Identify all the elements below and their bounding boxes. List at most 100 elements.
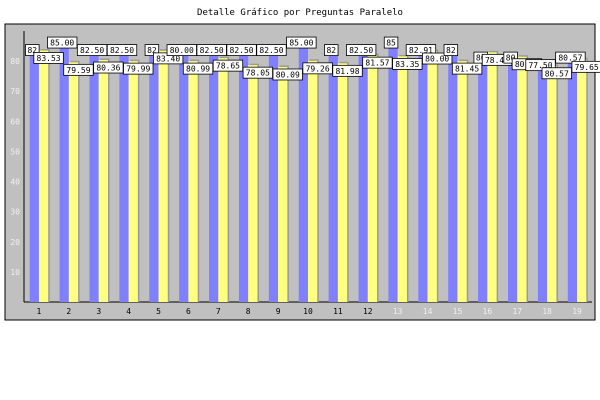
data-label-box xyxy=(212,59,244,72)
data-label-box xyxy=(451,62,483,75)
data-label-2-1: 83.53 xyxy=(37,54,61,63)
data-label-box xyxy=(503,51,518,64)
data-label-2-9: 80.09 xyxy=(276,70,300,79)
y-tick-label: 80 xyxy=(10,57,20,66)
data-label-1-10: 85.00 xyxy=(289,39,313,48)
y-tick-label: 20 xyxy=(10,238,20,247)
data-label-1-13: 85 xyxy=(386,39,396,48)
data-label-1-1: 82 xyxy=(27,46,37,55)
x-tick-label-5: 5 xyxy=(156,307,161,316)
data-label-box xyxy=(106,44,138,56)
bar-series-2-4 xyxy=(128,61,138,303)
data-label-1-6: 80.00 xyxy=(170,46,194,55)
data-label-1-2: 85.00 xyxy=(50,39,74,48)
data-label-box xyxy=(47,36,78,49)
data-label-1-5: 82 xyxy=(147,46,157,55)
data-label-2-5: 83.40 xyxy=(156,54,180,63)
bar-series-2-3 xyxy=(98,60,109,302)
data-label-box xyxy=(422,52,453,65)
x-tick-label-10: 10 xyxy=(303,307,313,316)
x-tick-label-3: 3 xyxy=(96,307,101,316)
x-tick-label-19: 19 xyxy=(572,307,582,316)
data-label-1-18: 77.50 xyxy=(528,61,552,70)
data-label-box xyxy=(332,64,363,77)
bar-series-2-14 xyxy=(427,51,437,302)
bar-series-1-16 xyxy=(478,61,488,302)
data-label-1-11: 82 xyxy=(326,46,336,55)
data-label-2-16: 78.45 xyxy=(485,56,509,65)
data-label-box xyxy=(571,60,600,73)
bar-series-2-10 xyxy=(308,60,318,302)
bar-series-1-12 xyxy=(358,53,368,303)
bar-series-2-2 xyxy=(68,62,79,302)
x-tick-label-17: 17 xyxy=(512,307,522,316)
x-tick-label-12: 12 xyxy=(363,307,373,316)
x-tick-label-13: 13 xyxy=(393,307,403,316)
data-label-2-15: 81.45 xyxy=(455,65,479,74)
data-label-2-7: 78.65 xyxy=(216,62,240,71)
data-label-1-12: 82.50 xyxy=(349,46,373,55)
bar-series-2-12 xyxy=(367,55,378,303)
bar-series-1-14 xyxy=(418,53,428,303)
bar-series-2-15 xyxy=(457,61,467,302)
x-tick-label-11: 11 xyxy=(333,307,343,316)
bar-series-2-7 xyxy=(218,58,228,302)
x-tick-label-18: 18 xyxy=(542,307,552,316)
data-label-box xyxy=(555,51,586,64)
y-tick-label: 30 xyxy=(10,208,20,217)
bar-series-1-13 xyxy=(388,46,398,302)
data-label-box xyxy=(272,68,303,81)
data-label-1-19: 80.57 xyxy=(558,54,582,63)
data-label-box xyxy=(33,52,64,64)
bar-series-1-18 xyxy=(537,68,548,302)
y-tick-label: 10 xyxy=(10,268,20,277)
bar-series-1-4 xyxy=(119,53,129,303)
data-label-1-4: 82.50 xyxy=(110,46,134,55)
data-label-1-3: 82.50 xyxy=(80,46,104,55)
data-label-1-16: 80 xyxy=(476,54,486,63)
bar-series-1-5 xyxy=(149,53,159,303)
bar-series-2-1 xyxy=(38,50,49,302)
bar-series-1-17 xyxy=(507,61,518,302)
x-tick-label-2: 2 xyxy=(66,307,71,316)
data-label-1-9: 82.50 xyxy=(259,46,283,55)
data-label-2-3: 80.36 xyxy=(96,64,120,73)
bar-series-1-3 xyxy=(89,53,99,303)
x-tick-label-6: 6 xyxy=(186,307,191,316)
x-tick-label-9: 9 xyxy=(276,307,281,316)
x-tick-label-1: 1 xyxy=(37,307,42,316)
y-tick-label: 50 xyxy=(10,147,20,156)
bar-series-1-7 xyxy=(209,53,219,303)
data-label-2-13: 83.35 xyxy=(395,60,419,69)
bar-series-1-9 xyxy=(268,53,279,303)
data-label-2-12: 81.57 xyxy=(365,59,389,68)
data-label-1-14: 82.91 xyxy=(409,46,433,55)
y-tick-label: 60 xyxy=(10,117,20,126)
data-label-box xyxy=(286,36,317,49)
bar-series-1-1 xyxy=(29,53,39,303)
bar-series-2-5 xyxy=(158,50,168,302)
x-tick-label-16: 16 xyxy=(483,307,493,316)
data-label-box xyxy=(346,44,377,56)
data-label-1-8: 82.50 xyxy=(230,46,254,55)
data-label-1-7: 82.50 xyxy=(200,46,224,55)
bar-series-2-6 xyxy=(188,61,198,302)
bar-series-2-18 xyxy=(547,65,557,302)
data-label-2-11: 81.98 xyxy=(335,67,359,76)
data-label-box xyxy=(383,36,399,49)
bar-series-1-11 xyxy=(328,53,338,303)
bar-series-1-8 xyxy=(238,53,249,303)
bar-series-1-6 xyxy=(179,53,189,303)
y-tick-label: 70 xyxy=(10,87,20,96)
x-tick-label-4: 4 xyxy=(126,307,131,316)
bar-series-2-9 xyxy=(278,66,288,302)
bar-series-1-15 xyxy=(448,53,458,303)
data-label-2-6: 80.99 xyxy=(186,65,210,74)
bar-series-2-17 xyxy=(517,56,527,303)
bar-series-1-19 xyxy=(567,61,578,302)
bar-series-1-10 xyxy=(298,46,308,302)
data-label-box xyxy=(405,44,437,56)
x-tick-label-8: 8 xyxy=(246,307,251,316)
y-tick-label: 40 xyxy=(10,178,20,187)
